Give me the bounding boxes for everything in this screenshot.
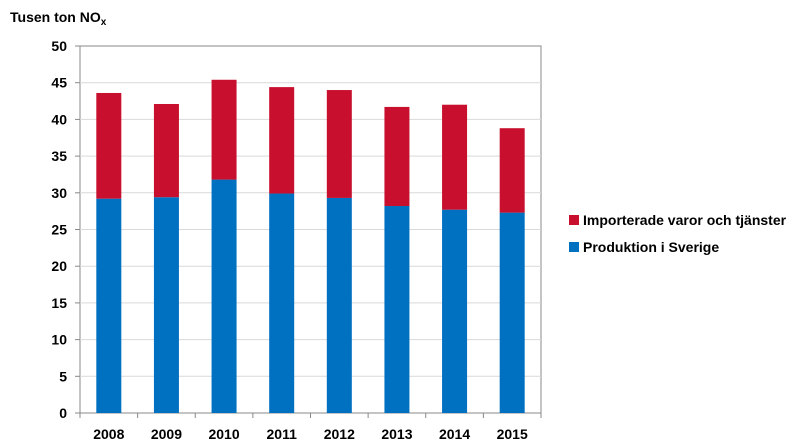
bars <box>96 79 525 413</box>
y-tick-label: 20 <box>51 258 67 274</box>
legend-label: Importerade varor och tjänster <box>583 212 787 228</box>
y-tick-label: 35 <box>51 148 67 164</box>
bar-import-2015 <box>499 128 525 213</box>
legend-swatch <box>569 242 579 252</box>
bar-import-2014 <box>442 104 468 210</box>
bar-produktion-2015 <box>499 212 525 413</box>
x-tick-label: 2011 <box>267 426 298 442</box>
x-tick-label: 2014 <box>439 426 470 442</box>
x-tick-label: 2008 <box>93 426 124 442</box>
x-tick-label: 2013 <box>381 426 412 442</box>
bar-produktion-2008 <box>96 198 122 413</box>
x-axis-ticks: 2008 2009 2010 2011 2012 2013 2014 2015 <box>79 413 542 442</box>
x-tick-label: 2009 <box>151 426 182 442</box>
y-tick-label: 40 <box>51 111 67 127</box>
bar-import-2011 <box>269 87 295 194</box>
y-axis-title: Tusen ton NOx <box>10 9 107 28</box>
y-tick-label: 5 <box>59 368 67 384</box>
bar-import-2013 <box>384 106 410 207</box>
y-tick-label: 30 <box>51 185 67 201</box>
x-tick-label: 2010 <box>208 426 239 442</box>
y-tick-label: 0 <box>59 405 67 421</box>
legend-label: Produktion i Sverige <box>583 239 719 255</box>
y-tick-label: 10 <box>51 332 67 348</box>
x-tick-label: 2015 <box>497 426 528 442</box>
x-tick-label: 2012 <box>324 426 355 442</box>
bar-produktion-2012 <box>326 197 352 413</box>
bar-produktion-2014 <box>442 209 468 413</box>
bar-produktion-2010 <box>211 179 237 413</box>
y-tick-label: 50 <box>51 38 67 54</box>
bar-import-2008 <box>96 92 122 199</box>
bar-produktion-2009 <box>153 197 179 413</box>
legend: Importerade varor och tjänster Produktion… <box>569 212 787 255</box>
y-tick-label: 15 <box>51 295 67 311</box>
bar-produktion-2013 <box>384 206 410 413</box>
y-tick-label: 45 <box>51 75 67 91</box>
y-tick-label: 25 <box>51 222 67 238</box>
y-axis-ticks: 0 5 10 15 20 25 30 35 40 45 50 <box>51 38 80 421</box>
bar-import-2010 <box>211 79 237 180</box>
bar-import-2009 <box>153 103 179 198</box>
bar-produktion-2011 <box>269 193 295 413</box>
bar-import-2012 <box>326 90 352 198</box>
legend-swatch <box>569 215 579 225</box>
